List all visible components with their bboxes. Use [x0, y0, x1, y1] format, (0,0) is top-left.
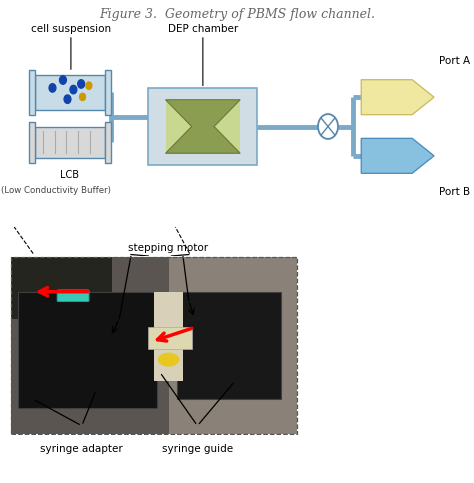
FancyBboxPatch shape	[148, 327, 191, 349]
Text: Figure 3.  Geometry of PBMS flow channel.: Figure 3. Geometry of PBMS flow channel.	[99, 8, 375, 21]
FancyBboxPatch shape	[169, 257, 297, 434]
FancyBboxPatch shape	[35, 127, 105, 158]
FancyBboxPatch shape	[165, 100, 240, 153]
Text: cell suspension: cell suspension	[31, 24, 111, 34]
FancyBboxPatch shape	[177, 292, 281, 399]
FancyBboxPatch shape	[11, 257, 297, 434]
Circle shape	[60, 76, 66, 84]
FancyBboxPatch shape	[105, 122, 111, 163]
FancyBboxPatch shape	[28, 70, 35, 115]
FancyBboxPatch shape	[18, 292, 157, 408]
Circle shape	[158, 354, 179, 366]
FancyBboxPatch shape	[28, 122, 35, 163]
Text: Port A: Port A	[438, 56, 470, 66]
Circle shape	[70, 85, 77, 94]
Text: Port B: Port B	[438, 187, 470, 197]
PathPatch shape	[165, 100, 240, 153]
Text: stepping motor: stepping motor	[128, 243, 209, 253]
FancyBboxPatch shape	[57, 290, 89, 301]
Text: syringe guide: syringe guide	[162, 443, 233, 454]
Polygon shape	[361, 138, 434, 173]
Circle shape	[64, 95, 71, 103]
Circle shape	[80, 93, 85, 100]
Text: (Low Conductivity Buffer): (Low Conductivity Buffer)	[1, 186, 111, 195]
FancyBboxPatch shape	[148, 88, 257, 165]
Circle shape	[86, 82, 92, 89]
FancyBboxPatch shape	[154, 292, 183, 381]
Circle shape	[318, 114, 338, 139]
FancyBboxPatch shape	[35, 75, 105, 110]
Circle shape	[49, 84, 56, 92]
Text: LCB: LCB	[60, 170, 79, 180]
FancyBboxPatch shape	[11, 257, 112, 319]
Circle shape	[78, 80, 84, 88]
FancyBboxPatch shape	[105, 70, 111, 115]
Text: syringe adapter: syringe adapter	[40, 443, 123, 454]
Polygon shape	[361, 80, 434, 114]
Text: DEP chamber: DEP chamber	[168, 24, 238, 34]
